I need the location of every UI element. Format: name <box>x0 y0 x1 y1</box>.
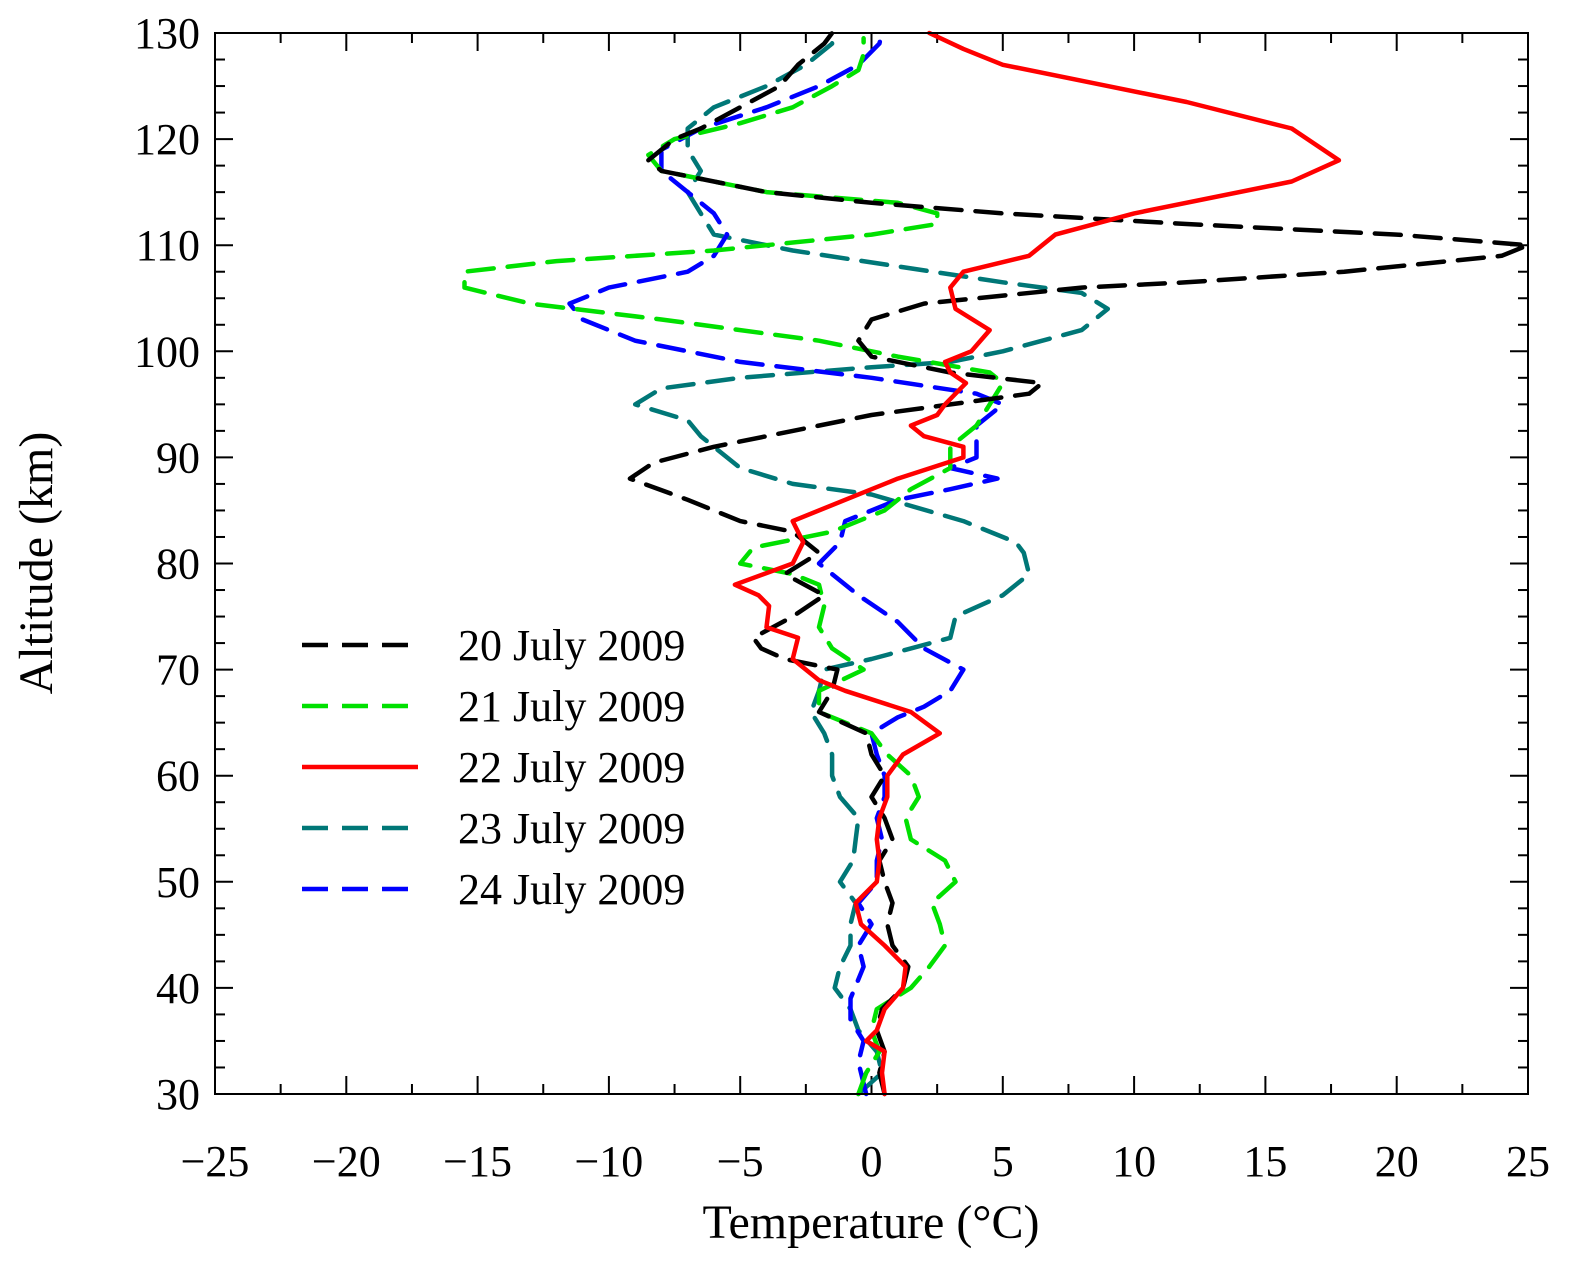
x-tick-label: 15 <box>1243 1137 1287 1186</box>
x-tick-label: −25 <box>181 1137 250 1186</box>
x-tick-label: −10 <box>574 1137 643 1186</box>
legend-label: 21 July 2009 <box>458 682 685 731</box>
legend-label: 20 July 2009 <box>458 621 685 670</box>
y-tick-label: 80 <box>156 540 200 589</box>
legend-label: 24 July 2009 <box>458 865 685 914</box>
x-tick-label: 20 <box>1375 1137 1419 1186</box>
x-tick-label: 0 <box>861 1137 883 1186</box>
series-line-23-july-2009 <box>632 30 1111 1097</box>
x-tick-label: −20 <box>312 1137 381 1186</box>
x-tick-label: 5 <box>992 1137 1014 1186</box>
series-line-20-july-2009 <box>627 30 1531 1097</box>
x-tick-label: −15 <box>443 1137 512 1186</box>
legend-label: 23 July 2009 <box>458 804 685 853</box>
legend: 20 July 2009 21 July 2009 22 July 2009 23 J… <box>302 621 685 914</box>
y-tick-label: 130 <box>134 9 200 58</box>
x-tick-label: 25 <box>1506 1137 1550 1186</box>
y-tick-label: 110 <box>136 221 200 270</box>
series-line-21-july-2009 <box>462 36 1006 1097</box>
legend-label: 22 July 2009 <box>458 743 685 792</box>
x-tick-labels: −25 −20 −15 −10 −5 0 5 10 15 20 25 <box>181 1137 1550 1186</box>
y-tick-label: 100 <box>134 327 200 376</box>
series-line-22-july-2009 <box>732 30 1342 1097</box>
x-tick-label: 10 <box>1112 1137 1156 1186</box>
series-lines <box>462 30 1531 1097</box>
y-tick-label: 120 <box>134 115 200 164</box>
y-tick-label: 30 <box>156 1070 200 1119</box>
y-axis-title: Altitude (km) <box>10 432 63 695</box>
plot-frame <box>214 32 1529 1095</box>
y-tick-labels: 30 40 50 60 70 80 90 100 110 120 130 <box>134 9 200 1119</box>
y-tick-label: 90 <box>156 433 200 482</box>
x-tick-label: −5 <box>717 1137 764 1186</box>
y-tick-label: 40 <box>156 964 200 1013</box>
x-axis-title: Temperature (°C) <box>702 1196 1039 1249</box>
y-tick-label: 50 <box>156 858 200 907</box>
y-tick-label: 60 <box>156 752 200 801</box>
y-tick-label: 70 <box>156 646 200 695</box>
